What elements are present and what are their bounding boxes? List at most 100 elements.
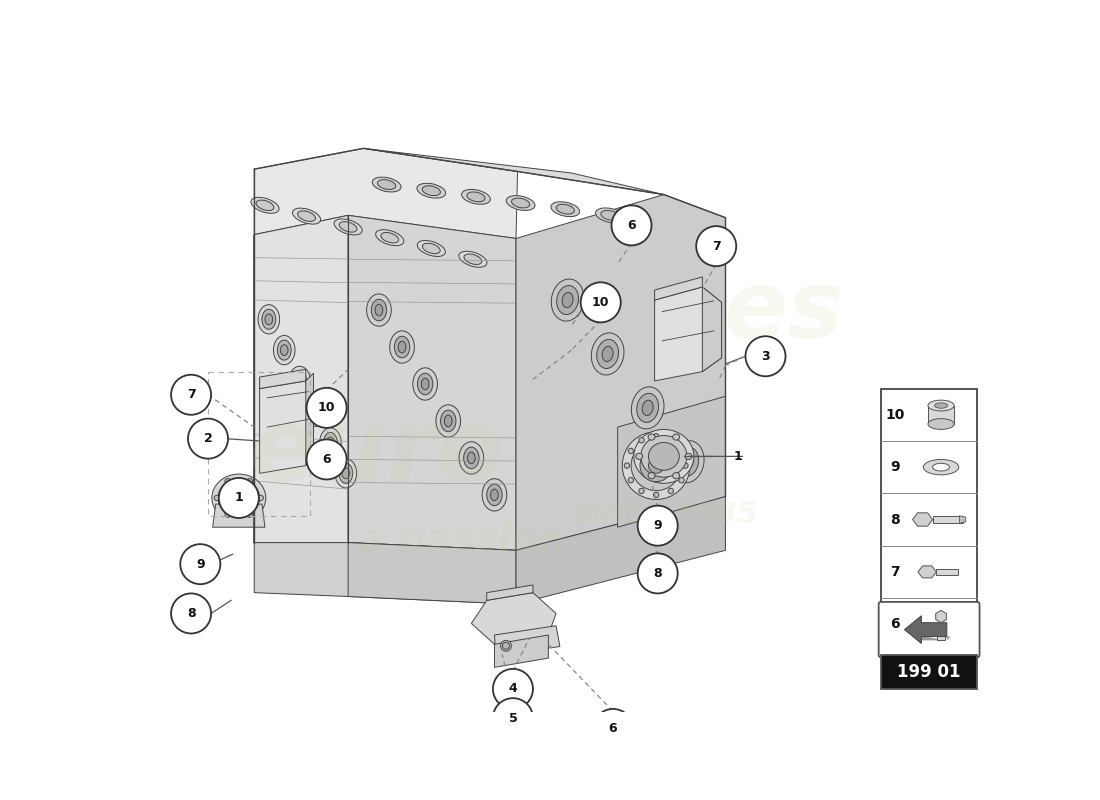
Ellipse shape (293, 208, 320, 224)
Text: 2: 2 (204, 432, 212, 445)
Text: 1: 1 (733, 450, 741, 463)
Ellipse shape (308, 402, 322, 422)
Circle shape (612, 206, 651, 246)
Ellipse shape (628, 448, 634, 454)
Text: a passion: a passion (359, 521, 566, 558)
Polygon shape (472, 593, 556, 644)
Ellipse shape (214, 495, 220, 501)
Ellipse shape (676, 447, 698, 476)
Ellipse shape (653, 492, 659, 498)
Ellipse shape (928, 418, 954, 430)
Ellipse shape (592, 333, 624, 375)
Polygon shape (959, 516, 966, 523)
Ellipse shape (224, 486, 253, 510)
Polygon shape (928, 406, 954, 424)
Text: 10: 10 (318, 402, 336, 414)
Text: 7: 7 (187, 388, 196, 402)
Text: euro: euro (249, 405, 506, 502)
Ellipse shape (482, 478, 507, 511)
Circle shape (307, 388, 346, 428)
Circle shape (638, 506, 678, 546)
Ellipse shape (372, 177, 402, 192)
Ellipse shape (421, 378, 429, 390)
Ellipse shape (224, 478, 231, 484)
Circle shape (188, 418, 228, 458)
Circle shape (746, 336, 785, 376)
Ellipse shape (623, 432, 690, 499)
Ellipse shape (412, 368, 438, 400)
Text: 6: 6 (608, 722, 617, 735)
Polygon shape (516, 496, 726, 604)
Ellipse shape (679, 478, 684, 483)
Ellipse shape (417, 241, 446, 257)
Polygon shape (260, 370, 306, 389)
Ellipse shape (398, 342, 406, 353)
Ellipse shape (557, 204, 574, 214)
Ellipse shape (602, 346, 613, 362)
Circle shape (493, 698, 534, 738)
Ellipse shape (628, 478, 634, 483)
Ellipse shape (246, 478, 253, 484)
Polygon shape (254, 148, 517, 238)
Text: 6: 6 (890, 618, 900, 631)
Ellipse shape (395, 336, 409, 358)
Ellipse shape (648, 434, 654, 440)
Ellipse shape (342, 468, 350, 478)
Ellipse shape (639, 438, 645, 443)
Ellipse shape (375, 304, 383, 316)
Ellipse shape (320, 428, 341, 457)
Polygon shape (254, 542, 516, 604)
Ellipse shape (323, 433, 338, 453)
Ellipse shape (631, 441, 681, 490)
Text: 199 01: 199 01 (898, 663, 961, 681)
Text: 8: 8 (653, 567, 662, 580)
Text: 10: 10 (886, 408, 904, 422)
Ellipse shape (462, 190, 491, 204)
Polygon shape (495, 635, 548, 667)
Text: 9: 9 (890, 460, 900, 474)
Ellipse shape (640, 435, 686, 477)
Ellipse shape (595, 208, 625, 222)
Polygon shape (937, 622, 945, 640)
Ellipse shape (381, 233, 398, 243)
Text: es: es (724, 266, 844, 358)
Ellipse shape (933, 463, 949, 471)
Ellipse shape (624, 463, 629, 468)
Ellipse shape (258, 305, 279, 334)
Ellipse shape (231, 491, 246, 505)
Polygon shape (654, 277, 703, 300)
Polygon shape (904, 616, 947, 643)
Ellipse shape (224, 512, 231, 518)
Polygon shape (306, 373, 313, 466)
Circle shape (493, 669, 534, 709)
Ellipse shape (668, 438, 673, 443)
Ellipse shape (336, 458, 356, 488)
Circle shape (219, 478, 258, 518)
Ellipse shape (464, 447, 480, 469)
Circle shape (581, 282, 620, 322)
Ellipse shape (327, 437, 334, 448)
Ellipse shape (935, 403, 947, 408)
Ellipse shape (673, 473, 680, 478)
Ellipse shape (422, 186, 440, 196)
Ellipse shape (636, 454, 642, 459)
Ellipse shape (634, 430, 694, 483)
Ellipse shape (372, 299, 387, 321)
Ellipse shape (417, 183, 446, 198)
Ellipse shape (459, 442, 484, 474)
Ellipse shape (277, 340, 292, 360)
Circle shape (638, 554, 678, 594)
Ellipse shape (280, 345, 288, 355)
Text: 7: 7 (890, 565, 900, 579)
Polygon shape (654, 287, 722, 381)
Ellipse shape (649, 442, 680, 470)
Ellipse shape (366, 294, 392, 326)
Polygon shape (904, 630, 950, 643)
Polygon shape (212, 504, 265, 527)
Ellipse shape (218, 479, 260, 517)
Polygon shape (254, 215, 348, 542)
Circle shape (696, 226, 736, 266)
Ellipse shape (440, 410, 455, 432)
Text: 8: 8 (187, 607, 196, 620)
Ellipse shape (257, 495, 264, 501)
